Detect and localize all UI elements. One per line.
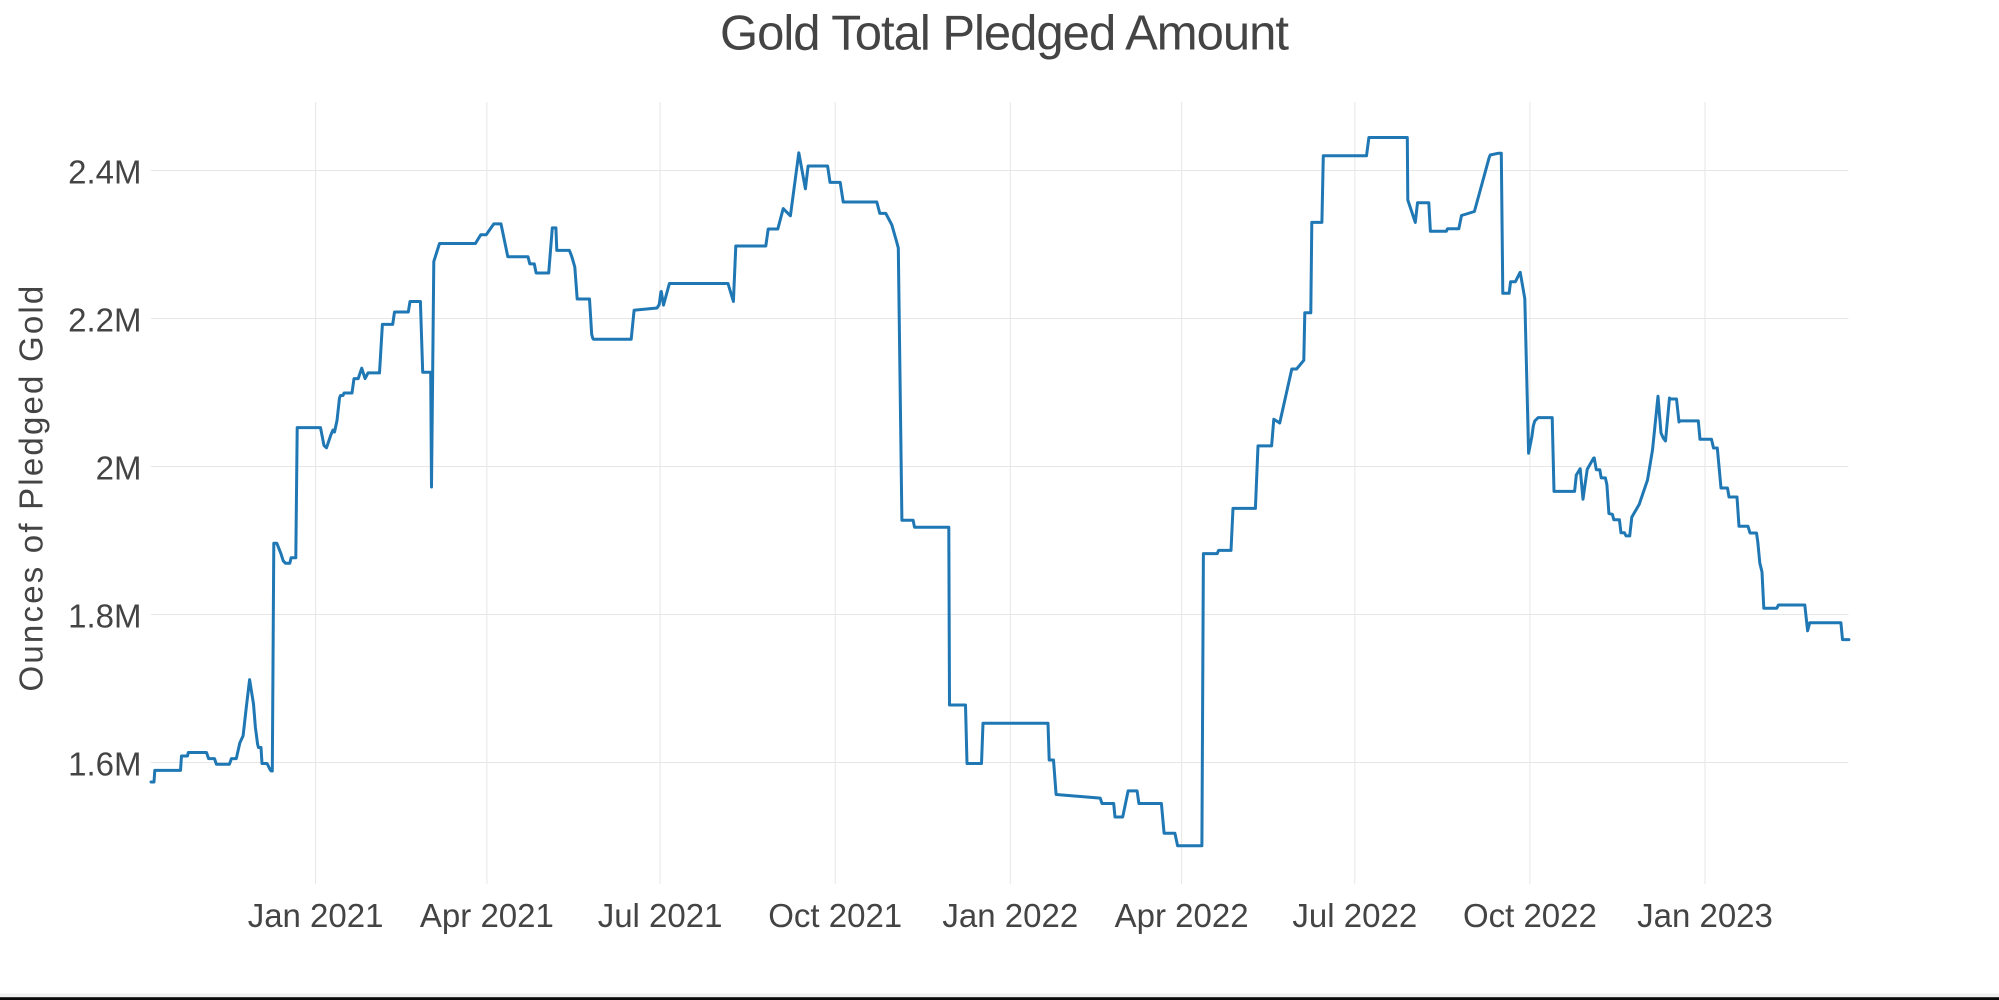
svg-text:Gold Total Pledged Amount: Gold Total Pledged Amount [720,7,1289,61]
svg-text:2.2M: 2.2M [68,302,141,339]
svg-text:2.4M: 2.4M [68,154,141,191]
svg-text:Ounces of Pledged Gold: Ounces of Pledged Gold [13,284,50,692]
svg-text:Jan 2022: Jan 2022 [942,897,1078,934]
svg-text:Jul 2022: Jul 2022 [1292,897,1417,934]
svg-text:Oct 2022: Oct 2022 [1463,897,1597,934]
svg-text:Apr 2022: Apr 2022 [1115,897,1249,934]
svg-text:Jan 2023: Jan 2023 [1637,897,1773,934]
svg-text:2M: 2M [96,450,142,487]
svg-text:Apr 2021: Apr 2021 [420,897,554,934]
svg-text:Jan 2021: Jan 2021 [248,897,384,934]
svg-text:Jul 2021: Jul 2021 [598,897,723,934]
svg-text:1.6M: 1.6M [68,746,141,783]
svg-text:Oct 2021: Oct 2021 [768,897,902,934]
svg-text:1.8M: 1.8M [68,598,141,635]
